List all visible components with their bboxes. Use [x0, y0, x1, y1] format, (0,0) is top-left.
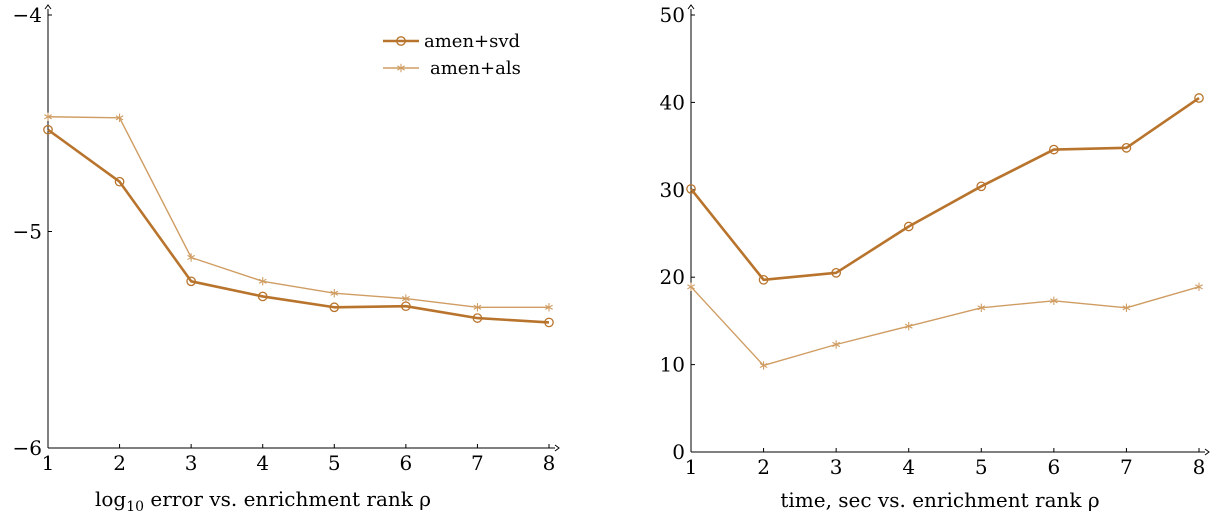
time-chart-y-axis-arrow — [687, 4, 695, 10]
time-chart-series-als-point — [759, 361, 768, 370]
error-chart-series-svd-point — [186, 276, 196, 287]
legend-als-label: amen+als — [430, 58, 521, 79]
error-chart-series-als-point — [401, 294, 410, 303]
error-chart-series — [43, 112, 554, 328]
error-chart-x-tick-label: 3 — [185, 451, 198, 475]
time-chart-x-axis-arrow — [1204, 448, 1210, 456]
time-chart-y-tick-label: 50 — [660, 3, 685, 27]
error-chart-series-als-line — [47, 116, 549, 308]
error-chart-series-als-point — [115, 113, 124, 123]
time-chart-series-als-line — [690, 286, 1200, 367]
error-chart-x-tick-label: 2 — [113, 451, 126, 475]
error-chart-y-axis-arrow — [44, 4, 52, 10]
time-chart-x-axis-title: time, sec vs. enrichment rank ρ — [780, 488, 1099, 512]
error-chart-axes: 1 2 3 4 5 6 7 8 −6 −5 −4 — [13, 3, 560, 475]
error-chart-y-tick-label: −4 — [13, 3, 42, 27]
time-chart-x-tick-label: 8 — [1193, 455, 1206, 479]
time-chart-axes: 1 2 3 4 5 6 7 8 0 10 20 30 40 50 — [660, 3, 1210, 479]
error-chart-series-svd-point — [114, 176, 125, 187]
error-chart-series-svd-point — [544, 317, 554, 328]
time-chart-series-svd-point — [976, 181, 987, 192]
time-chart-y-tick-label: 10 — [660, 353, 685, 377]
time-chart-series-als-point — [832, 340, 841, 349]
error-chart-x-tick-label: 1 — [42, 451, 55, 475]
time-chart-y-tick-label: 40 — [660, 90, 685, 114]
time-chart-series-svd-line — [689, 96, 1200, 282]
error-chart-x-axis-arrow — [554, 444, 560, 452]
error-chart-series-als-point — [187, 253, 196, 262]
time-chart-series-svd-point — [903, 221, 914, 232]
time-chart-x-tick-label: 7 — [1120, 455, 1133, 479]
time-chart-series-als-point — [904, 321, 913, 331]
legend-als-star — [397, 63, 405, 73]
time-chart-x-tick-label: 1 — [685, 455, 698, 479]
time-chart-x-tick-label: 4 — [902, 455, 915, 479]
error-chart-series-als-point — [44, 112, 52, 121]
error-chart-series-svd-point — [329, 302, 340, 313]
time-chart-x-tick-label: 2 — [757, 455, 770, 479]
time-chart-series-als-point — [1049, 296, 1058, 305]
legend-svd-marker — [396, 36, 406, 46]
error-chart-y-tick-label: −6 — [13, 436, 42, 460]
time-chart-y-tick-label: 0 — [672, 440, 685, 464]
legend: amen+svd amen+als — [383, 31, 521, 79]
time-chart: 1 2 3 4 5 6 7 8 0 10 20 30 40 50 time, sec vs. enrich… — [660, 3, 1210, 512]
time-chart-series-als-point — [1195, 282, 1203, 292]
time-chart-series-svd-point — [831, 267, 841, 278]
time-chart-series-svd-point — [1049, 144, 1059, 155]
error-chart-series-als-point — [473, 303, 482, 312]
error-chart-series-svd-point — [472, 313, 483, 323]
legend-als-marker — [397, 63, 405, 73]
time-chart-x-tick-label: 6 — [1047, 455, 1060, 479]
error-chart-x-tick-label: 5 — [328, 451, 341, 475]
time-chart-series-svd-point — [758, 274, 769, 285]
time-chart-series-svd-point — [686, 184, 696, 194]
error-chart-series-svd-point — [43, 124, 53, 135]
error-chart-x-tick-label: 4 — [256, 451, 269, 475]
time-chart-series-svd-point — [1121, 142, 1132, 153]
error-chart-x-axis-title: log10 error vs. enrichment rank ρ — [95, 487, 431, 515]
error-chart-series-als-point — [258, 277, 267, 286]
time-chart-series-svd-point — [1194, 93, 1204, 103]
error-chart-series-als-point — [330, 289, 339, 298]
time-chart-series-als-point — [687, 282, 695, 292]
error-chart-series-svd-point — [257, 291, 268, 302]
time-chart-series — [686, 93, 1204, 370]
error-chart-series-als-point — [545, 303, 553, 312]
time-chart-x-tick-label: 5 — [975, 455, 988, 479]
time-chart-y-tick-label: 20 — [660, 265, 685, 289]
time-chart-x-tick-label: 3 — [830, 455, 843, 479]
error-chart: 1 2 3 4 5 6 7 8 −6 −5 −4 log10 error vs. enrichmen… — [13, 3, 560, 515]
error-chart-x-tick-label: 6 — [399, 451, 412, 475]
error-chart-series-svd-line — [47, 128, 550, 324]
time-chart-y-tick-label: 30 — [660, 178, 685, 202]
error-chart-x-tick-label: 8 — [543, 451, 556, 475]
error-chart-y-tick-label: −5 — [13, 220, 42, 244]
legend-svd-label: amen+svd — [424, 31, 520, 52]
time-chart-series-als-point — [1122, 303, 1131, 312]
error-chart-x-tick-label: 7 — [471, 451, 484, 475]
time-chart-series-als-point — [977, 303, 986, 312]
